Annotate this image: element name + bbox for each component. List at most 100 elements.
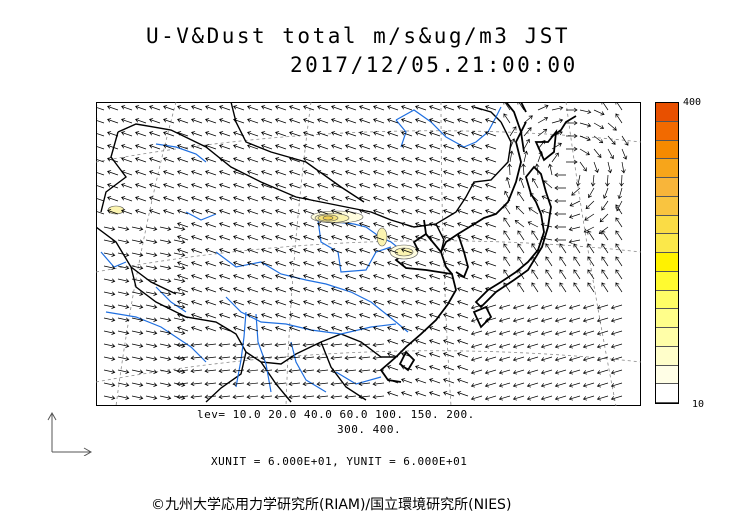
wind-arrow <box>590 174 596 187</box>
wind-arrow <box>443 274 455 280</box>
wind-arrow <box>177 248 189 254</box>
wind-arrow <box>443 339 455 345</box>
wind-arrow <box>261 274 273 280</box>
wind-arrow <box>607 161 613 174</box>
wind-arrow <box>537 151 543 163</box>
wind-arrow <box>205 131 217 137</box>
wind-arrow <box>554 395 567 401</box>
wind-arrow <box>387 274 399 280</box>
wind-arrow <box>387 144 399 150</box>
wind-arrow <box>205 261 217 267</box>
wind-arrow <box>103 265 116 271</box>
wind-arrow <box>485 274 497 280</box>
wind-arrow <box>554 330 567 336</box>
wind-arrow <box>103 369 116 375</box>
wind-arrow <box>131 356 144 362</box>
wind-arrow <box>607 135 616 145</box>
wind-arrow <box>531 243 539 254</box>
wind-arrow <box>247 118 259 124</box>
wind-arrow <box>515 205 525 215</box>
wind-arrow <box>415 248 427 254</box>
wind-arrow <box>103 343 116 349</box>
wind-arrow <box>247 261 259 267</box>
wind-arrow <box>219 287 231 293</box>
wind-arrow <box>568 304 581 310</box>
wind-arrow <box>149 118 161 124</box>
wind-arrow <box>247 222 259 228</box>
wind-arrow <box>485 287 497 293</box>
wind-arrow <box>373 274 385 280</box>
wind-arrow <box>317 144 329 150</box>
wind-arrow <box>96 157 105 163</box>
wind-arrow <box>344 342 357 348</box>
wind-arrow <box>345 183 357 189</box>
wind-arrow <box>145 356 158 362</box>
wind-arrow <box>540 343 553 349</box>
wind-arrow <box>373 248 385 254</box>
wind-arrow <box>246 342 259 348</box>
wind-arrow <box>176 394 189 400</box>
wind-arrow <box>373 144 385 150</box>
wind-arrow <box>401 196 413 202</box>
wind-arrow <box>163 183 175 189</box>
wind-arrow <box>289 170 301 176</box>
wind-arrow <box>275 131 287 137</box>
wind-arrow <box>484 330 497 336</box>
wind-arrow <box>429 300 441 306</box>
wind-arrow <box>204 355 217 361</box>
wind-arrow <box>247 248 259 254</box>
wind-arrow <box>471 274 483 280</box>
wind-arrow <box>593 135 604 144</box>
wind-arrow <box>537 116 549 124</box>
wind-arrow <box>233 183 245 189</box>
wind-arrow <box>303 313 315 319</box>
wind-arrow <box>145 252 158 258</box>
wind-arrow <box>330 381 343 387</box>
wind-arrow <box>330 394 343 400</box>
wind-arrow <box>457 209 469 215</box>
wind-arrow <box>503 256 511 267</box>
wind-arrow <box>485 157 497 163</box>
wind-arrow <box>509 126 517 137</box>
wind-arrow <box>569 200 581 207</box>
wind-arrow <box>554 304 567 310</box>
wind-arrow <box>107 131 119 137</box>
dust-contours <box>107 205 419 260</box>
wind-arrow <box>484 382 497 388</box>
wind-arrow <box>401 365 413 371</box>
wind-arrow <box>470 317 483 323</box>
wind-arrow <box>545 269 553 280</box>
wind-arrow <box>504 190 511 202</box>
wind-arrow <box>551 152 559 163</box>
wind-arrow <box>247 209 259 215</box>
wind-arrow <box>247 287 259 293</box>
wind-arrow <box>103 252 116 258</box>
wind-arrow <box>345 248 357 254</box>
wind-arrow <box>359 235 371 241</box>
wind-arrow <box>145 239 158 245</box>
wind-arrow <box>601 200 609 211</box>
wind-arrow <box>205 313 217 319</box>
wind-arrow <box>568 330 581 336</box>
wind-arrow <box>554 369 567 375</box>
wind-arrow <box>582 343 595 349</box>
wind-arrow <box>275 144 287 150</box>
wind-arrow <box>540 317 553 323</box>
wind-arrow <box>191 196 203 202</box>
wind-arrow <box>135 209 147 215</box>
wind-arrow <box>289 183 301 189</box>
wind-arrow <box>145 291 158 297</box>
wind-arrow <box>485 248 497 254</box>
wind-arrow <box>331 326 343 332</box>
wind-arrow <box>537 104 549 111</box>
wind-arrow <box>526 382 539 388</box>
wind-arrow <box>373 326 385 332</box>
wind-arrow <box>316 381 329 387</box>
wind-arrow <box>145 395 158 401</box>
wind-arrow <box>470 369 483 375</box>
wind-arrow <box>96 131 105 137</box>
wind-arrow <box>103 226 116 232</box>
wind-arrow <box>527 221 539 228</box>
wind-arrow <box>289 105 301 111</box>
wind-arrow <box>96 170 105 176</box>
